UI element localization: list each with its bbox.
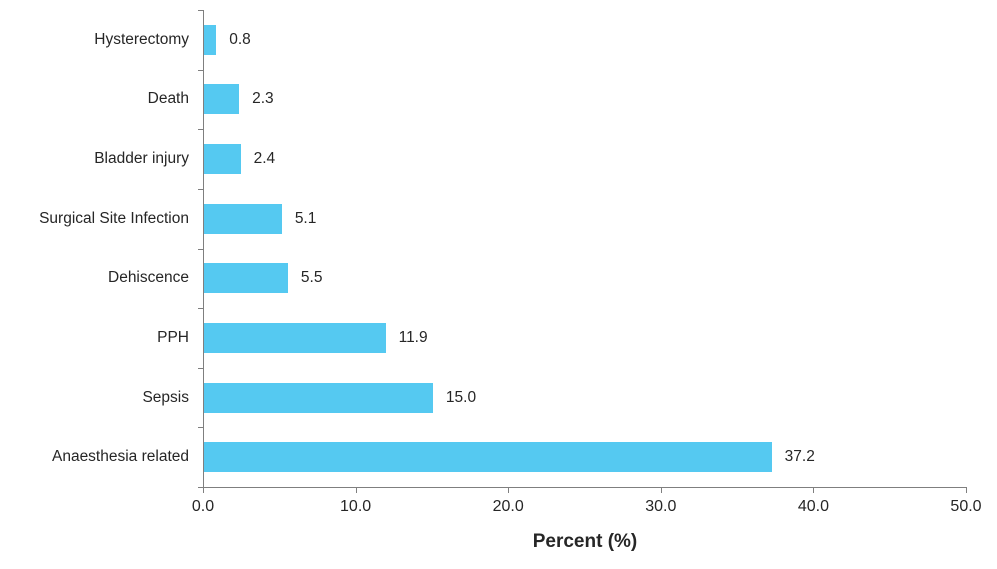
bar <box>204 442 772 473</box>
x-axis-tick <box>508 488 510 493</box>
x-axis-tick <box>813 488 815 493</box>
plot-area <box>203 10 967 488</box>
x-tick-label: 0.0 <box>191 498 215 515</box>
category-label: Dehiscence <box>108 269 189 287</box>
y-axis-tick <box>198 367 203 369</box>
value-label: 2.4 <box>253 150 276 168</box>
y-axis-tick <box>198 427 203 429</box>
category-label: Hysterectomy <box>94 30 189 48</box>
category-label: Sepsis <box>142 388 189 406</box>
value-label: 11.9 <box>398 328 428 346</box>
x-tick-label: 50.0 <box>950 498 982 515</box>
category-label: Death <box>147 90 189 108</box>
bar <box>204 144 241 175</box>
value-label: 15.0 <box>445 388 477 406</box>
value-label: 5.5 <box>300 269 323 287</box>
x-tick-label: 40.0 <box>797 498 829 515</box>
y-axis-tick <box>198 487 203 488</box>
x-tick-label: 20.0 <box>492 498 524 515</box>
x-tick-label: 30.0 <box>645 498 677 515</box>
y-axis-tick <box>198 188 203 190</box>
value-label: 5.1 <box>294 209 317 227</box>
category-label: PPH <box>157 328 189 346</box>
value-label: 0.8 <box>229 30 251 48</box>
bar <box>204 263 288 294</box>
y-axis-tick <box>198 248 203 250</box>
category-label: Surgical Site Infection <box>39 209 189 227</box>
x-axis-tick <box>966 488 967 493</box>
bar <box>204 84 240 115</box>
y-axis-tick <box>198 10 203 11</box>
category-label: Bladder injury <box>94 150 189 168</box>
y-axis-tick <box>198 129 203 131</box>
value-label: 37.2 <box>784 448 815 466</box>
value-label: 2.3 <box>252 90 274 108</box>
x-tick-label: 10.0 <box>340 498 372 515</box>
bar <box>204 382 433 413</box>
bar <box>204 203 282 234</box>
bar <box>204 24 217 55</box>
y-axis-tick <box>198 69 203 71</box>
category-label: Anaesthesia related <box>51 448 189 466</box>
x-axis-tick <box>355 488 357 493</box>
x-axis-title: Percent (%) <box>532 531 638 552</box>
x-axis-tick <box>660 488 662 493</box>
x-axis-tick <box>203 488 204 493</box>
y-axis-tick <box>198 308 203 310</box>
bar <box>204 322 386 353</box>
